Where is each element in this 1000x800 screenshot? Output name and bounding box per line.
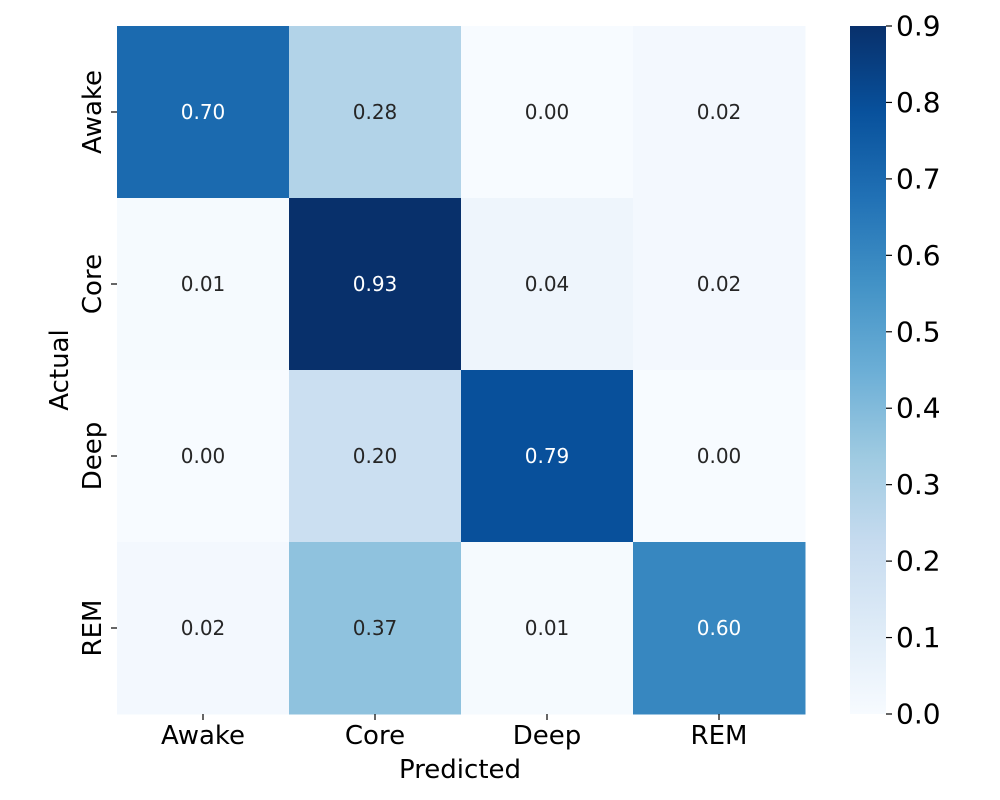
heatmap-cell xyxy=(461,542,634,715)
x-tick-label: Core xyxy=(345,721,405,751)
cell-value-label: 0.02 xyxy=(697,100,742,124)
heatmap-cell xyxy=(461,26,634,199)
heatmap-cell xyxy=(633,26,806,199)
colorbar-tick-label: 0.4 xyxy=(896,392,941,425)
heatmap-cell xyxy=(289,198,462,371)
cell-value-label: 0.93 xyxy=(353,272,398,296)
heatmap-cell xyxy=(289,26,462,199)
heatmap-cell xyxy=(117,26,290,199)
heatmap-cell xyxy=(461,370,634,543)
colorbar-tick-label: 0.5 xyxy=(896,315,941,348)
cell-value-label: 0.00 xyxy=(525,100,570,124)
y-axis-title: Actual xyxy=(45,329,75,410)
cell-value-label: 0.00 xyxy=(181,444,226,468)
cell-value-label: 0.02 xyxy=(697,272,742,296)
x-tick-label: REM xyxy=(691,721,748,751)
cell-value-label: 0.00 xyxy=(697,444,742,468)
colorbar-tick-label: 0.1 xyxy=(896,621,941,654)
cell-value-label: 0.70 xyxy=(181,100,226,124)
y-tick-label: Deep xyxy=(78,422,108,491)
cell-value-label: 0.01 xyxy=(181,272,226,296)
colorbar-tick-label: 0.2 xyxy=(896,545,941,578)
x-axis-title: Predicted xyxy=(399,755,521,785)
x-axis-ticks: Awake Core Deep REM xyxy=(161,714,748,751)
colorbar-tick-label: 0.9 xyxy=(896,10,941,43)
heatmap-cell xyxy=(117,370,290,543)
y-tick-label: Awake xyxy=(78,70,108,154)
cell-value-label: 0.04 xyxy=(525,272,570,296)
heatmap-cell xyxy=(289,542,462,715)
cell-value-label: 0.20 xyxy=(353,444,398,468)
cell-value-label: 0.01 xyxy=(525,616,570,640)
colorbar-tick-label: 0.0 xyxy=(896,698,941,731)
heatmap-cell xyxy=(633,198,806,371)
x-tick-label: Awake xyxy=(161,721,245,751)
x-tick-label: Deep xyxy=(513,721,582,751)
y-axis-ticks: Awake Core Deep REM xyxy=(78,70,117,657)
cell-value-label: 0.79 xyxy=(525,444,570,468)
cell-value-label: 0.60 xyxy=(697,616,742,640)
heatmap-cell xyxy=(117,198,290,371)
colorbar: 0.0 0.1 0.2 0.3 0.4 0.5 0.6 0.7 0.8 0.9 xyxy=(850,10,941,731)
heatmap-cell xyxy=(633,542,806,715)
colorbar-tick-label: 0.8 xyxy=(896,86,941,119)
heatmap-cell xyxy=(289,370,462,543)
cell-value-label: 0.37 xyxy=(353,616,398,640)
colorbar-tick-label: 0.7 xyxy=(896,162,941,195)
colorbar-gradient xyxy=(850,26,886,714)
cell-value-label: 0.28 xyxy=(353,100,398,124)
y-tick-label: REM xyxy=(78,600,108,657)
y-tick-label: Core xyxy=(78,254,108,314)
heatmap-cells: 0.70 0.28 0.00 0.02 0.01 0.93 0.04 0.02 0.00 0.20… xyxy=(117,26,806,715)
heatmap-cell xyxy=(461,198,634,371)
cell-value-label: 0.02 xyxy=(181,616,226,640)
colorbar-tick-label: 0.3 xyxy=(896,468,941,501)
heatmap-cell xyxy=(633,370,806,543)
colorbar-tick-label: 0.6 xyxy=(896,239,941,272)
heatmap-cell xyxy=(117,542,290,715)
